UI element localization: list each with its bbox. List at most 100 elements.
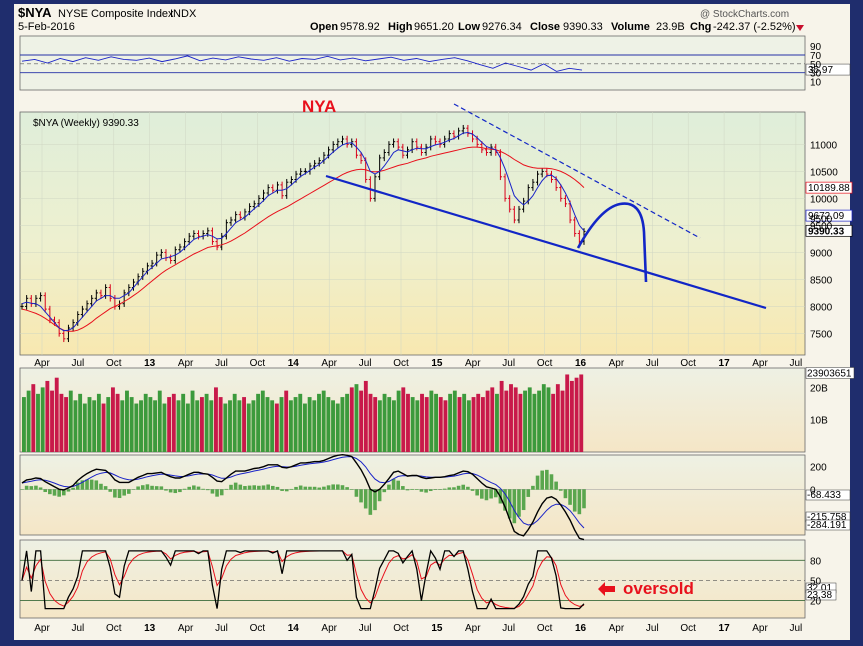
macd-histogram-bar (201, 488, 205, 490)
bottom-x-tick-label: Apr (178, 623, 194, 634)
price-y-tick-label: 7500 (810, 329, 833, 340)
volume-value: 23.9B (656, 21, 685, 33)
volume-bar (462, 393, 467, 452)
volume-bar (303, 403, 307, 452)
macd-line (21, 453, 585, 541)
oversold-label: oversold (623, 579, 694, 598)
price-x-tick-label: Apr (609, 358, 625, 369)
price-x-tick-label: Oct (106, 358, 122, 369)
volume-bar (504, 390, 509, 452)
macd-histogram-bar (484, 489, 489, 501)
volume-bar (527, 387, 532, 452)
macd-histogram-bar (52, 489, 57, 496)
price-x-tick-label: Oct (250, 358, 266, 369)
macd-histogram-bar (377, 489, 382, 502)
volume-bar (92, 400, 97, 452)
macd-histogram-bar (75, 482, 80, 490)
volume-bar (185, 403, 190, 452)
slow-moving-average (21, 146, 585, 332)
bottom-x-tick-label: Oct (250, 623, 266, 634)
bottom-x-tick-label: Jul (359, 623, 372, 634)
volume-bar (541, 384, 546, 452)
volume-bar (36, 393, 40, 452)
low-value: 9276.34 (482, 21, 522, 33)
macd-histogram-bar (215, 489, 219, 497)
volume-bar (293, 397, 298, 452)
volume-bar (415, 400, 420, 452)
macd-histogram-bar (507, 489, 512, 519)
macd-histogram-bar (182, 488, 187, 490)
rsi-series: 35.97 (20, 54, 851, 76)
volume-bar (490, 387, 495, 452)
volume-bar (321, 390, 326, 452)
macd-histogram-bar (396, 480, 401, 490)
macd-histogram-bar (266, 484, 270, 490)
macd-histogram-bar (456, 485, 461, 490)
volume-bar (237, 400, 242, 452)
macd-histogram-bar (368, 489, 373, 515)
macd-histogram-bar (331, 484, 335, 490)
price-x-tick-label: Apr (321, 358, 337, 369)
macd-histogram-bar (298, 485, 303, 490)
volume-label: Volume (611, 21, 650, 33)
volume-bar (148, 397, 153, 452)
volume-bar (87, 397, 92, 452)
volume-bar (555, 384, 560, 452)
chg-label: Chg (690, 21, 711, 33)
bottom-x-tick-label: 15 (431, 623, 443, 634)
volume-bar (284, 390, 289, 452)
volume-bar (120, 400, 125, 452)
macd-histogram-bar (271, 485, 275, 490)
volume-bar (260, 390, 265, 452)
volume-bar (429, 390, 434, 452)
macd-histogram-bar (187, 486, 192, 490)
volume-bar (495, 393, 499, 452)
macd-histogram-bar (447, 487, 452, 490)
volume-bar (40, 387, 45, 452)
volume-bar (181, 393, 186, 452)
price-y-tick-label: 10000 (810, 194, 838, 205)
macd-value-label: -68.433 (807, 490, 841, 501)
down-arrow-icon (796, 25, 804, 31)
volume-bar (110, 387, 115, 452)
macd-histogram-bar (164, 489, 168, 491)
volume-bar (246, 403, 251, 452)
projected-path (576, 202, 648, 283)
price-y-tick-label: 10500 (810, 167, 838, 178)
macd-histogram-bar (85, 479, 89, 490)
price-x-tick-label: Oct (680, 358, 696, 369)
macd-histogram-bar (312, 486, 317, 490)
macd-histogram-bar (493, 489, 498, 498)
price-x-tick-label: Jul (359, 358, 372, 369)
macd-histogram-bar (336, 484, 340, 490)
price-series: 10189.88 9672.09 9390.33 (20, 124, 853, 343)
macd-signal-line (21, 456, 585, 529)
volume-bar (373, 397, 378, 452)
macd-histogram-bar (243, 486, 247, 490)
bottom-x-tick-label: Apr (321, 623, 337, 634)
price-x-tick-label: Jul (790, 358, 803, 369)
volume-bar (406, 393, 410, 452)
volume-bar (513, 387, 518, 452)
macd-histogram-bar (43, 489, 48, 493)
open-value: 9578.92 (340, 21, 380, 33)
volume-bar (214, 387, 218, 452)
volume-bar (204, 393, 209, 452)
price-panel-label: $NYA (Weekly) 9390.33 (33, 118, 139, 129)
volume-bar (410, 397, 415, 452)
volume-bar (223, 403, 228, 452)
price-x-tick-label: Apr (178, 358, 194, 369)
volume-bar (307, 397, 312, 452)
volume-bar (443, 400, 448, 452)
macd-histogram-bar (289, 488, 294, 490)
macd-histogram-bar (540, 470, 544, 490)
bottom-x-tick-label: Apr (34, 623, 50, 634)
volume-bar (485, 390, 490, 452)
bottom-x-tick-label: Oct (393, 623, 409, 634)
macd-histogram-bar (349, 489, 354, 490)
volume-bar (391, 400, 396, 452)
volume-bar (129, 397, 134, 452)
macd-histogram-bar (470, 489, 475, 491)
macd-histogram-bar (549, 474, 554, 490)
